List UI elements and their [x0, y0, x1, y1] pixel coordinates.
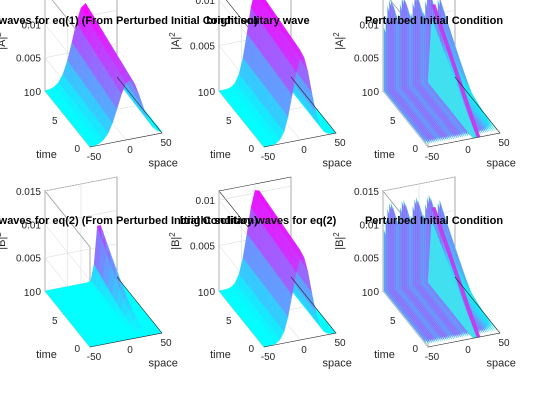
z-tick-label: 0.005	[190, 42, 215, 53]
z-tick-label: 0.01	[22, 220, 42, 231]
axis-edge	[89, 76, 163, 148]
x-tick-label: 0	[127, 345, 133, 356]
x-tick-label: 50	[160, 338, 172, 349]
axis-edge	[263, 76, 337, 148]
y-tick-label: 5	[390, 316, 396, 327]
subplot-title: bright solitary waves for eq(2)	[180, 215, 337, 227]
y-tick-label: 5	[390, 116, 396, 127]
x-tick-label: 50	[498, 338, 510, 349]
z-tick-label: 0	[373, 87, 379, 98]
x-tick-label: 0	[465, 145, 471, 156]
y-tick-label: 10	[362, 288, 374, 299]
z-tick-label: 0.01	[22, 20, 42, 31]
y-tick-label: 0	[248, 144, 254, 155]
y-tick-label: 10	[24, 288, 36, 299]
y-tick-label: 10	[198, 88, 210, 99]
x-tick-label: 0	[127, 145, 133, 156]
y-tick-label: 0	[74, 144, 80, 155]
x-tick-label: 50	[498, 138, 510, 149]
axis-edge	[263, 276, 337, 348]
z-tick-label: 0	[209, 87, 215, 98]
z-axis-label: |B|2	[168, 232, 182, 250]
y-tick-label: 5	[52, 316, 58, 327]
y-axis-label: time	[210, 149, 231, 161]
axis-edge	[89, 276, 163, 348]
x-tick-label: -50	[87, 152, 102, 163]
y-tick-label: 10	[198, 288, 210, 299]
z-tick-label: 0	[209, 287, 215, 298]
z-tick-label: 0.005	[16, 254, 41, 265]
x-tick-label: -50	[261, 152, 276, 163]
subplot-title: bright solitary waves for eq(2) (From Pe…	[0, 215, 258, 227]
surface	[218, 189, 337, 348]
surface-patch	[443, 218, 487, 333]
y-tick-label: 0	[248, 344, 254, 355]
y-axis-label: time	[36, 349, 57, 361]
x-tick-label: 0	[301, 345, 307, 356]
y-axis-label: time	[374, 149, 395, 161]
x-tick-label: -50	[87, 352, 102, 363]
z-tick-label: 0	[373, 287, 379, 298]
z-tick-label: 0.01	[196, 0, 216, 7]
x-tick-label: -50	[261, 352, 276, 363]
x-tick-label: -50	[425, 152, 440, 163]
y-tick-label: 0	[74, 344, 80, 355]
x-axis-label: space	[323, 358, 352, 370]
z-tick-label: 0.01	[360, 220, 380, 231]
x-axis-label: space	[323, 158, 352, 170]
z-tick-label: 0.01	[360, 20, 380, 31]
z-axis-label: |A|2	[168, 32, 182, 50]
z-tick-label: 0	[35, 87, 41, 98]
subplot-title: Perturbed Initial Condition	[365, 15, 503, 27]
y-axis-label: time	[210, 349, 231, 361]
y-tick-label: 5	[226, 116, 232, 127]
surface	[44, 225, 163, 348]
x-tick-label: 50	[334, 138, 346, 149]
x-tick-label: 50	[334, 338, 346, 349]
x-tick-label: 50	[160, 138, 172, 149]
z-tick-label: 0.005	[354, 54, 379, 65]
axis-edge	[427, 276, 501, 348]
x-axis-label: space	[149, 358, 178, 370]
y-tick-label: 5	[52, 116, 58, 127]
x-tick-label: -50	[425, 352, 440, 363]
x-tick-label: 0	[465, 345, 471, 356]
y-axis-label: time	[36, 149, 57, 161]
z-axis-label: |A|2	[0, 32, 8, 50]
subplot-title: bright solitary waves for eq(1) (From Pe…	[0, 15, 258, 27]
y-tick-label: 10	[362, 88, 374, 99]
z-tick-label: 0.005	[190, 242, 215, 253]
surface	[383, 0, 497, 145]
subplot-title: Perturbed Initial Condition	[365, 215, 503, 227]
y-tick-label: 10	[24, 88, 36, 99]
z-tick-label: 0.01	[196, 196, 216, 207]
z-tick-label: 0.015	[16, 187, 41, 198]
z-axis-label: |B|2	[0, 232, 8, 250]
z-tick-label: 0	[35, 287, 41, 298]
z-axis-label: |A|2	[332, 32, 346, 50]
x-axis-label: space	[487, 158, 516, 170]
y-tick-label: 0	[412, 344, 418, 355]
y-tick-label: 0	[412, 144, 418, 155]
z-axis-label: |B|2	[332, 232, 346, 250]
z-tick-label: 0.005	[16, 54, 41, 65]
y-axis-label: time	[374, 349, 395, 361]
z-tick-label: 0.015	[354, 187, 379, 198]
y-tick-label: 5	[226, 316, 232, 327]
x-axis-label: space	[487, 358, 516, 370]
x-axis-label: space	[149, 158, 178, 170]
subplot-title: bright solitary wave	[206, 15, 309, 27]
x-tick-label: 0	[301, 145, 307, 156]
axis-edge	[427, 76, 501, 148]
z-tick-label: 0.005	[354, 254, 379, 265]
surface	[383, 195, 497, 345]
